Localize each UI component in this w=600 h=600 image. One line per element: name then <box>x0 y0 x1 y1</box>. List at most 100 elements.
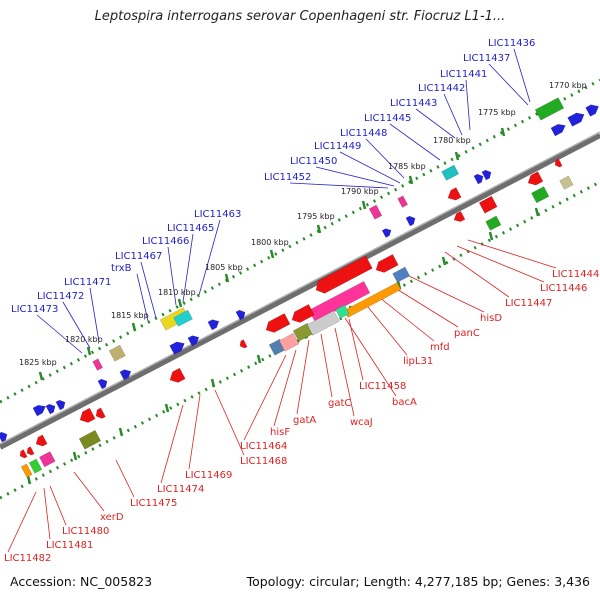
lower-gene-label: LIC11480 <box>62 526 109 537</box>
upper-gene-label: trxB <box>111 263 132 274</box>
kbp-label: 1805 kbp <box>205 263 243 272</box>
leader-line <box>513 48 531 103</box>
lower-gene-label: LIC11447 <box>505 298 552 309</box>
lower-gene-label: gatA <box>293 415 316 426</box>
map-title: Leptospira interrogans serovar Copenhage… <box>94 9 506 24</box>
lower-gene-label: LIC11474 <box>157 484 204 495</box>
lower-gene-label: bacA <box>392 397 417 408</box>
gene-feature <box>554 158 563 168</box>
gene-feature <box>0 431 8 443</box>
upper-gene-label: LIC11471 <box>64 277 111 288</box>
major-tick <box>131 322 137 332</box>
kbp-label: 1770 kbp <box>549 81 587 90</box>
major-tick <box>361 200 367 210</box>
gene-feature <box>169 341 185 355</box>
upper-gene-label: LIC11452 <box>264 172 311 183</box>
gene-feature <box>392 266 411 283</box>
major-tick <box>118 427 124 437</box>
gene-feature <box>473 173 484 185</box>
track-guides <box>0 78 600 500</box>
upper-gene-label: LIC11465 <box>167 223 214 234</box>
major-tick <box>488 231 494 241</box>
major-tick <box>316 224 322 234</box>
major-tick <box>500 127 506 137</box>
leader-line <box>36 314 83 354</box>
leader-line <box>320 333 333 398</box>
gene-feature <box>45 403 56 415</box>
leader-line <box>389 123 441 161</box>
kbp-label: 1825 kbp <box>19 358 57 367</box>
leader-line <box>273 349 297 427</box>
leader-line <box>365 138 405 179</box>
gene-feature <box>478 195 498 214</box>
label-leaders <box>7 48 557 553</box>
leader-line <box>49 485 67 526</box>
kbp-label: 1785 kbp <box>388 162 426 171</box>
gene-feature <box>534 97 565 121</box>
leader-line <box>378 296 435 342</box>
lower-gene-label: LIC11481 <box>46 540 93 551</box>
gene-feature <box>55 399 66 411</box>
gene-feature <box>119 369 132 381</box>
gene-feature <box>20 463 33 478</box>
kbp-label: 1780 kbp <box>433 136 471 145</box>
gene-feature <box>485 215 502 231</box>
leader-line <box>315 166 395 187</box>
gene-feature <box>32 404 46 417</box>
kbp-label: 1810 kbp <box>158 288 196 297</box>
gene-feature <box>375 254 399 273</box>
gene-feature <box>550 124 566 137</box>
leader-line <box>334 327 355 417</box>
gene-feature <box>95 407 106 419</box>
lower-gene-label: LIC11475 <box>130 498 177 509</box>
lower-gene-label: LIC11446 <box>540 283 587 294</box>
accession-label: Accession: NC_005823 <box>10 574 153 589</box>
major-tick <box>26 475 32 485</box>
genome-backbone <box>0 131 600 450</box>
leader-line <box>344 317 397 397</box>
lower-gene-label: panC <box>454 328 480 339</box>
gene-feature <box>381 228 392 238</box>
gene-feature <box>239 339 248 349</box>
leader-line <box>89 287 100 343</box>
lower-gene-label: hisF <box>270 427 290 438</box>
gene-feature <box>97 378 108 390</box>
gene-feature <box>441 164 460 181</box>
gene-feature <box>405 215 416 227</box>
leader-line <box>348 318 364 381</box>
gene-feature <box>19 449 28 459</box>
upper-gene-label: LIC11441 <box>440 69 487 80</box>
leader-line <box>367 306 408 356</box>
kbp-labels: 1770 kbp 1775 kbp 1780 kbp 1785 kbp 1790 kbp… <box>19 81 587 367</box>
major-tick <box>72 451 78 461</box>
leader-line <box>408 275 485 313</box>
upper-gene-label: LIC11436 <box>488 38 535 49</box>
upper-gene-label: LIC11450 <box>290 156 337 167</box>
upper-gene-label: LIC11445 <box>364 113 411 124</box>
major-tick <box>408 175 414 185</box>
gene-feature <box>92 358 103 371</box>
lower-gene-label: LIC11458 <box>359 381 406 392</box>
leader-line <box>415 108 456 139</box>
gene-feature <box>306 310 340 336</box>
gene-feature <box>187 335 200 347</box>
major-tick <box>38 371 44 381</box>
gene-feature <box>453 211 466 222</box>
kbp-label: 1795 kbp <box>297 212 335 221</box>
leader-line <box>198 219 221 296</box>
gene-feature <box>567 112 585 127</box>
upper-gene-label: LIC11437 <box>463 53 510 64</box>
leader-line <box>467 239 557 269</box>
gene-features <box>0 97 599 478</box>
gene-feature <box>39 451 56 468</box>
major-ticks <box>26 103 552 485</box>
leader-line <box>243 354 287 441</box>
leader-line <box>160 404 184 484</box>
leader-line <box>188 394 201 470</box>
leader-line <box>115 459 135 498</box>
leader-line <box>140 261 157 319</box>
gene-feature <box>173 309 193 327</box>
gene-feature <box>559 175 574 190</box>
